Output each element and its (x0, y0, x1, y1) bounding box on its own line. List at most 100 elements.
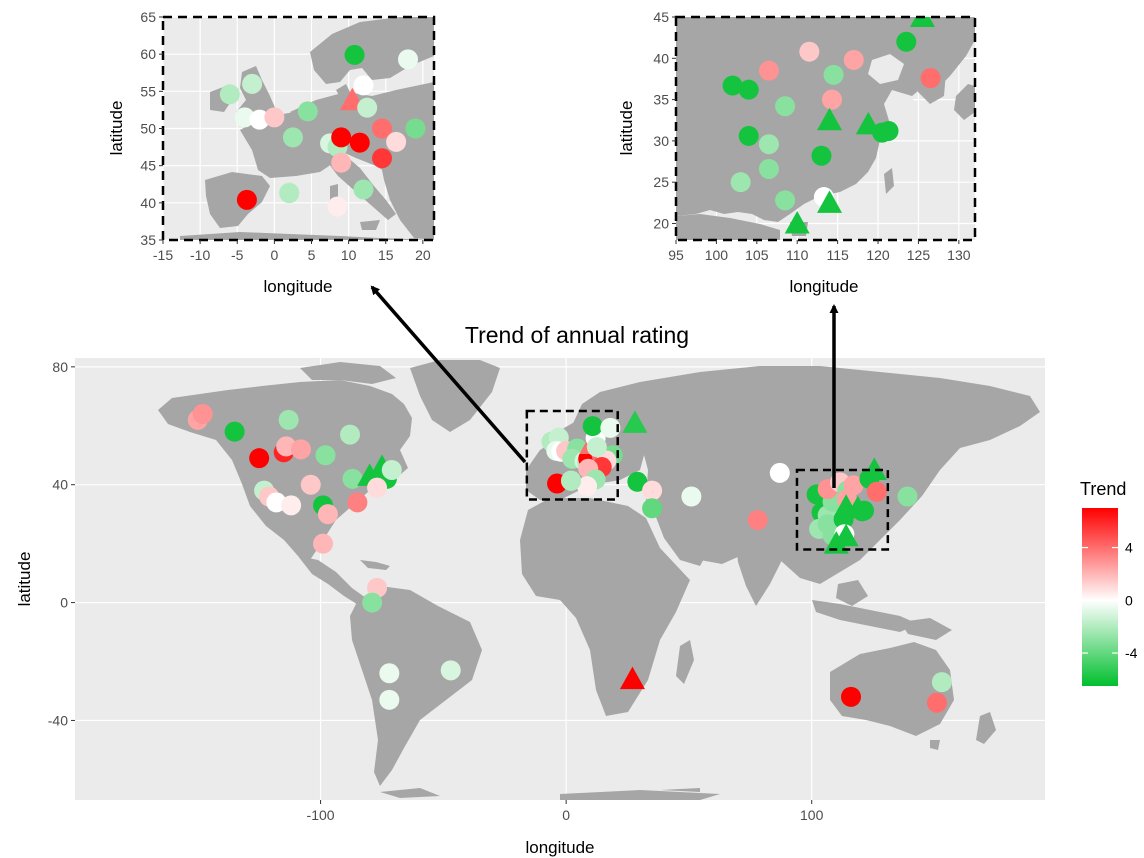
station-marker-circle (372, 148, 393, 169)
y-tick-label: 20 (653, 215, 669, 231)
x-tick-label: -10 (190, 247, 210, 263)
borneo-land (836, 580, 868, 606)
station-marker-circle (722, 75, 743, 96)
station-marker-circle (381, 459, 402, 480)
station-marker-triangle (861, 457, 887, 480)
y-tick-label: 45 (653, 9, 669, 25)
station-marker-circle (290, 439, 311, 460)
station-marker-circle (297, 101, 318, 122)
yellow-sea-water (884, 90, 918, 130)
y-tick-label: 45 (140, 158, 156, 174)
balkans-land (380, 158, 434, 240)
x-tick-label: 10 (341, 247, 357, 263)
station-marker-triangle (823, 531, 849, 554)
x-tick-label: 0 (562, 807, 570, 823)
europe-point-layer (219, 44, 426, 217)
station-marker-circle (775, 190, 796, 211)
antarctica-land (380, 788, 720, 800)
europe-axis-ticks: -15 -10 -5 0 5 10 15 20 65 60 55 50 45 40 35 (140, 9, 430, 263)
y-tick-label: 40 (653, 50, 669, 66)
arrow-to-europe-inset (370, 285, 527, 464)
station-marker-circle (344, 44, 365, 65)
world-zoom-boxes (525, 409, 890, 551)
legend-colorbar (1082, 508, 1118, 686)
world-x-axis-label: longitude (525, 838, 594, 857)
station-marker-circle (362, 592, 383, 613)
station-marker-circle (642, 480, 663, 501)
station-marker-triangle (622, 410, 648, 433)
station-marker-circle (747, 510, 768, 531)
station-marker-circle (582, 416, 603, 437)
station-marker-circle (843, 49, 864, 70)
station-marker-circle (234, 107, 255, 128)
station-marker-circle (219, 84, 240, 105)
y-tick-label: 50 (140, 121, 156, 137)
station-marker-circle (866, 481, 887, 502)
station-marker-circle (379, 689, 400, 710)
asia-point-layer (722, 17, 941, 234)
station-marker-circle (347, 492, 368, 513)
station-marker-circle (249, 448, 270, 469)
station-marker-circle (342, 468, 363, 489)
y-tick-label: 40 (140, 195, 156, 211)
station-marker-circle (405, 118, 426, 139)
station-marker-circle (353, 179, 374, 200)
station-marker-circle (349, 132, 370, 153)
station-marker-circle (327, 196, 348, 217)
x-tick-label: 95 (668, 247, 684, 263)
australia-land (830, 642, 954, 736)
y-tick-label: 40 (52, 477, 68, 493)
x-tick-label: 120 (866, 247, 890, 263)
y-tick-label: 35 (653, 92, 669, 108)
y-tick-label: 65 (140, 9, 156, 25)
station-marker-triangle (817, 190, 843, 213)
station-marker-circle (281, 495, 302, 516)
station-marker-circle (264, 107, 285, 128)
x-tick-label: 130 (947, 247, 971, 263)
asia-land (600, 366, 1040, 584)
station-marker-circle (896, 31, 917, 52)
station-marker-circle (367, 477, 388, 498)
station-marker-circle (586, 436, 607, 457)
station-marker-circle (279, 183, 300, 204)
taiwan-land (884, 168, 894, 194)
station-marker-circle (758, 60, 779, 81)
station-marker-triangle (784, 210, 810, 234)
y-tick-label: 0 (60, 595, 68, 611)
station-marker-circle (379, 663, 400, 684)
asia-axis-ticks: 95 100 105 110 115 120 125 130 45 40 35 30 25 20 (653, 9, 970, 263)
africa-land (520, 498, 690, 716)
madagascar-land (676, 640, 694, 684)
station-marker-circle (920, 68, 941, 89)
sicily-sardinia-land (330, 184, 380, 230)
arabia-land (654, 512, 712, 566)
station-marker-circle (799, 41, 820, 62)
trend-legend: Trend 4 0 -4 (1080, 479, 1138, 686)
europe-inset-panel: -15 -10 -5 0 5 10 15 20 65 60 55 50 45 40 35 longitude… (107, 9, 436, 296)
x-tick-label: 20 (415, 247, 431, 263)
x-tick-label: -5 (231, 247, 244, 263)
arctic-islands-land (300, 362, 396, 384)
new-guinea-land (900, 618, 952, 640)
new-zealand-land (976, 712, 996, 744)
tasmania-land (930, 740, 940, 750)
station-marker-circle (854, 500, 875, 521)
asia-inset-panel: 95 100 105 110 115 120 125 130 45 40 35 30 25 20 long… (617, 9, 977, 296)
station-marker-circle (300, 474, 321, 495)
y-tick-label: 35 (140, 232, 156, 248)
x-tick-label: -100 (307, 807, 335, 823)
station-marker-circle (331, 127, 352, 148)
station-marker-circle (282, 127, 303, 148)
y-tick-label: 55 (140, 83, 156, 99)
bohai-sea-water (868, 54, 904, 84)
x-tick-label: 125 (907, 247, 931, 263)
india-land (736, 540, 782, 606)
station-marker-circle (249, 109, 270, 130)
station-marker-circle (224, 421, 245, 442)
world-axis-ticks: -100 0 100 80 40 0 -40 (48, 359, 824, 823)
central-america-land (298, 556, 366, 606)
station-marker-circle (878, 120, 899, 141)
station-marker-circle (440, 660, 461, 681)
indochina-land (676, 214, 780, 240)
